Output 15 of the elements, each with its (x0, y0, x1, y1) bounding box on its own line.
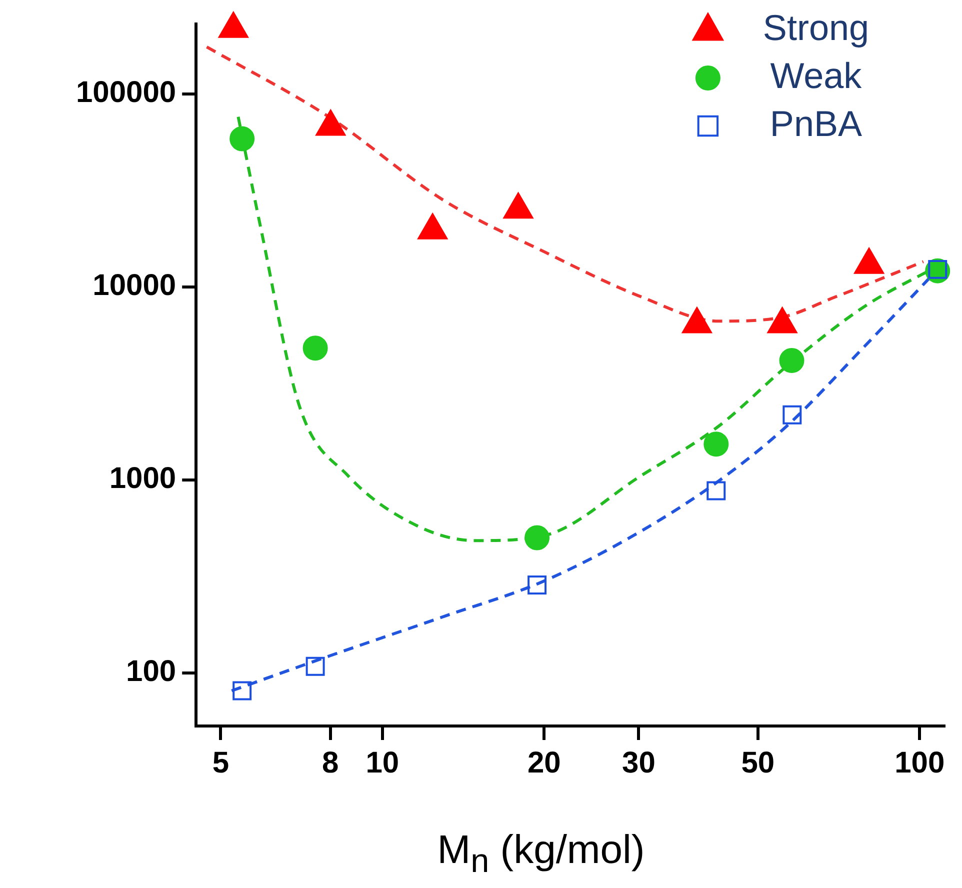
x-tick-label: 50 (741, 746, 775, 780)
x-tick-label: 30 (622, 746, 656, 780)
y-tick-label: 100 (126, 655, 176, 688)
y-tick-label: 10000 (92, 269, 176, 302)
y-tick-label: 1000 (109, 462, 176, 496)
x-axis-title: M$_{n}$ (kg/mol) (436, 828, 646, 881)
x-tick-label: 20 (527, 746, 561, 780)
legend-label: Strong (762, 6, 870, 48)
x-tick-label: 10 (366, 746, 400, 780)
x-tick-label: 8 (322, 746, 339, 780)
x-tick-label: 100 (894, 746, 945, 780)
x-tick-label: 5 (212, 746, 230, 780)
y-tick-label: 100000 (76, 76, 176, 110)
legend-label: PnBA (770, 102, 862, 144)
legend-label: Weak (770, 54, 863, 96)
